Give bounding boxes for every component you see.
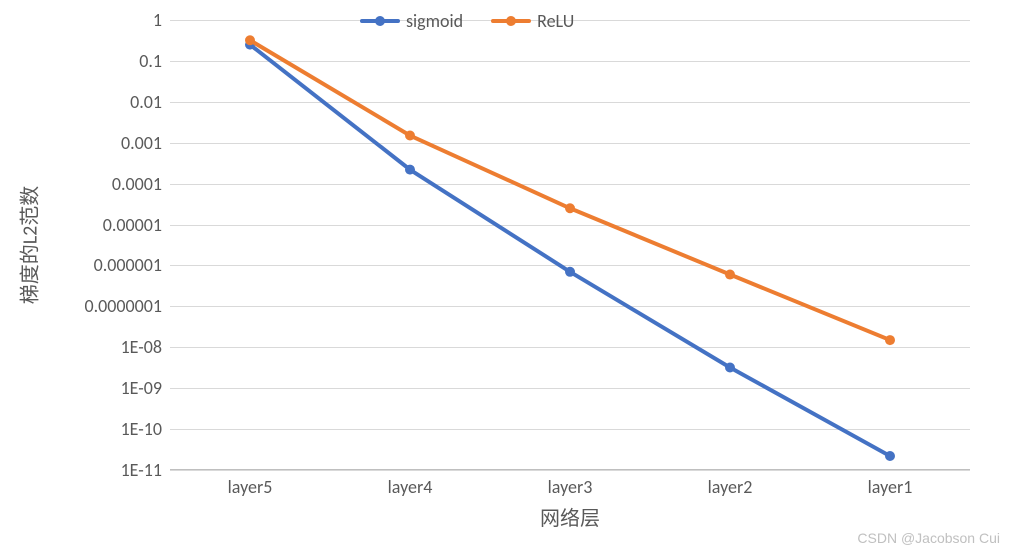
x-tick-label: layer3 bbox=[548, 476, 593, 498]
y-tick-label: 1E-11 bbox=[121, 459, 162, 481]
plot-area: 10.10.010.0010.00010.000010.0000010.0000… bbox=[170, 20, 970, 470]
series-line-sigmoid bbox=[250, 45, 890, 456]
y-tick-label: 0.0001 bbox=[112, 173, 162, 195]
x-axis-title: 网络层 bbox=[540, 502, 600, 531]
gridline bbox=[170, 470, 970, 471]
legend-swatch bbox=[491, 14, 531, 28]
x-tick-label: layer1 bbox=[868, 476, 913, 498]
legend-swatch bbox=[360, 14, 400, 28]
legend-marker-icon bbox=[506, 16, 516, 26]
x-tick-label: layer5 bbox=[228, 476, 273, 498]
series-marker-ReLU bbox=[885, 335, 895, 345]
series-marker-sigmoid bbox=[405, 165, 415, 175]
watermark: CSDN @Jacobson Cui bbox=[857, 530, 1000, 546]
series-marker-ReLU bbox=[245, 35, 255, 45]
x-tick-label: layer2 bbox=[708, 476, 753, 498]
legend-label: sigmoid bbox=[406, 10, 463, 32]
y-axis-title: 梯度的L2范数 bbox=[14, 186, 43, 305]
series-marker-ReLU bbox=[725, 270, 735, 280]
series-marker-sigmoid bbox=[725, 363, 735, 373]
y-tick-label: 0.000001 bbox=[94, 254, 162, 276]
y-tick-label: 1E-08 bbox=[121, 336, 162, 358]
legend-label: ReLU bbox=[537, 10, 574, 32]
legend-marker-icon bbox=[375, 16, 385, 26]
series-marker-sigmoid bbox=[885, 451, 895, 461]
y-tick-label: 0.1 bbox=[139, 50, 162, 72]
y-tick-label: 0.0000001 bbox=[84, 295, 162, 317]
y-tick-label: 0.001 bbox=[121, 132, 162, 154]
y-tick-label: 0.01 bbox=[130, 91, 162, 113]
x-tick-label: layer4 bbox=[388, 476, 433, 498]
legend: sigmoid ReLU bbox=[360, 10, 574, 32]
series-marker-sigmoid bbox=[565, 267, 575, 277]
series-layer bbox=[170, 20, 970, 470]
series-marker-ReLU bbox=[405, 131, 415, 141]
y-tick-label: 0.00001 bbox=[103, 214, 162, 236]
legend-item-ReLU: ReLU bbox=[491, 10, 574, 32]
y-tick-label: 1E-09 bbox=[121, 377, 162, 399]
series-marker-ReLU bbox=[565, 203, 575, 213]
chart-container: 1 0.1 0.01 0.001 0.0001 0.00001 0.000001 0.0000… bbox=[0, 0, 1012, 552]
legend-item-sigmoid: sigmoid bbox=[360, 10, 463, 32]
series-line-ReLU bbox=[250, 40, 890, 340]
y-tick-label: 1 bbox=[153, 9, 162, 31]
y-tick-label: 1E-10 bbox=[121, 418, 162, 440]
